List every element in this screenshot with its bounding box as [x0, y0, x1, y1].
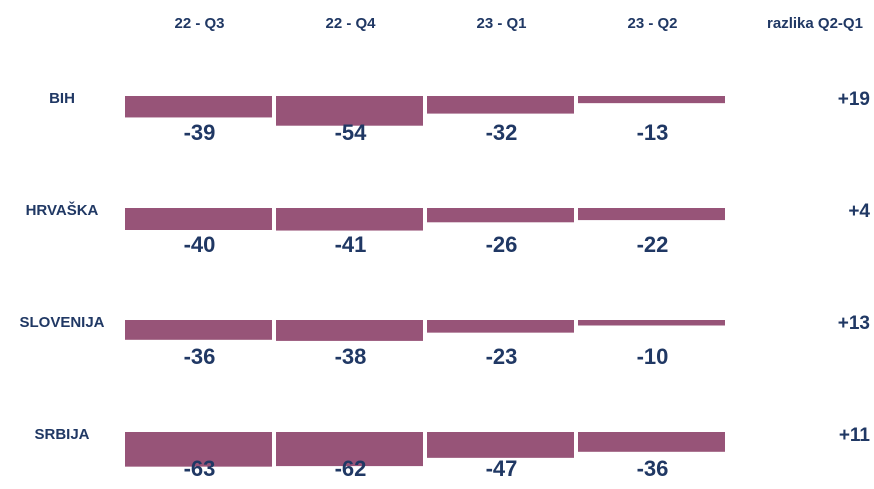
value-label: -38 [335, 344, 367, 369]
bar [578, 432, 725, 452]
bar [276, 96, 423, 126]
bar [427, 432, 574, 458]
bar [125, 320, 272, 340]
value-label: -41 [335, 232, 367, 257]
column-header: 23 - Q2 [627, 15, 677, 32]
value-label: -22 [637, 232, 669, 257]
column-header: 22 - Q3 [174, 15, 224, 32]
difference: +11 [839, 425, 871, 446]
row-label: BIH [49, 90, 75, 107]
value-label: -23 [486, 344, 518, 369]
difference: +4 [848, 201, 870, 222]
value-label: -36 [637, 456, 669, 481]
bar [276, 320, 423, 341]
value-label: -47 [486, 456, 518, 481]
bar [427, 96, 574, 114]
column-header: 23 - Q1 [476, 15, 526, 32]
value-label: -36 [184, 344, 216, 369]
bar [427, 320, 574, 333]
value-label: -40 [184, 232, 216, 257]
difference: +19 [838, 89, 870, 110]
bar [578, 96, 725, 104]
row-label: SLOVENIJA [19, 314, 104, 331]
bar [125, 96, 272, 118]
bar [578, 320, 725, 326]
bar [125, 208, 272, 230]
value-label: -13 [637, 120, 669, 145]
difference: +13 [838, 313, 870, 334]
difference-header: razlika Q2-Q1 [767, 15, 863, 32]
bar [427, 208, 574, 223]
value-label: -32 [486, 120, 518, 145]
value-label: -63 [184, 456, 216, 481]
value-label: -26 [486, 232, 518, 257]
bar [276, 208, 423, 231]
column-header: 22 - Q4 [325, 15, 376, 32]
value-label: -39 [184, 120, 216, 145]
value-label: -54 [335, 120, 368, 145]
bar [125, 432, 272, 467]
value-label: -10 [637, 344, 669, 369]
bar [276, 432, 423, 467]
row-label: HRVAŠKA [26, 201, 99, 219]
value-label: -62 [335, 456, 367, 481]
bar [578, 208, 725, 221]
row-label: SRBIJA [34, 426, 89, 443]
